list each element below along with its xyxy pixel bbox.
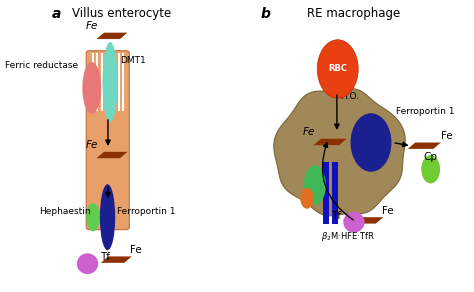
Text: Ferric reductase: Ferric reductase: [5, 61, 78, 70]
Polygon shape: [97, 33, 128, 39]
Text: RE macrophage: RE macrophage: [307, 6, 401, 20]
Text: $\beta_2$M·HFE·TfR: $\beta_2$M·HFE·TfR: [321, 230, 375, 243]
Ellipse shape: [77, 253, 98, 274]
Polygon shape: [101, 256, 132, 263]
Text: Villus enterocyte: Villus enterocyte: [72, 6, 171, 20]
Polygon shape: [97, 152, 128, 158]
Text: Fe: Fe: [382, 206, 393, 216]
Text: Fe: Fe: [441, 131, 453, 141]
Text: Ferroportin 1: Ferroportin 1: [118, 207, 176, 216]
FancyBboxPatch shape: [86, 51, 129, 230]
Ellipse shape: [100, 184, 115, 250]
Text: a: a: [51, 6, 61, 20]
Text: Fe: Fe: [86, 21, 98, 31]
Text: Tf: Tf: [331, 211, 341, 221]
Ellipse shape: [300, 188, 314, 209]
Text: Fe: Fe: [130, 245, 142, 255]
Bar: [332, 162, 338, 225]
Polygon shape: [408, 142, 441, 149]
Ellipse shape: [343, 212, 365, 232]
Text: b: b: [260, 6, 270, 20]
Ellipse shape: [304, 166, 326, 205]
Ellipse shape: [317, 40, 358, 98]
Text: Ferroportin 1: Ferroportin 1: [396, 107, 454, 116]
Ellipse shape: [421, 155, 440, 183]
Ellipse shape: [351, 113, 392, 172]
Text: DMT1: DMT1: [120, 56, 146, 65]
Text: Fe: Fe: [86, 140, 98, 150]
Text: Tf: Tf: [100, 252, 110, 262]
Text: H.O.: H.O.: [340, 92, 359, 101]
Text: RBC: RBC: [328, 65, 347, 74]
Ellipse shape: [86, 203, 100, 231]
Ellipse shape: [102, 42, 118, 122]
Bar: [323, 162, 329, 225]
Polygon shape: [350, 217, 383, 224]
Ellipse shape: [82, 62, 101, 114]
Polygon shape: [313, 139, 346, 145]
Text: Hephaestin: Hephaestin: [39, 207, 91, 216]
Text: Cp: Cp: [424, 152, 438, 162]
Text: Fe: Fe: [303, 127, 315, 137]
Polygon shape: [274, 88, 405, 216]
